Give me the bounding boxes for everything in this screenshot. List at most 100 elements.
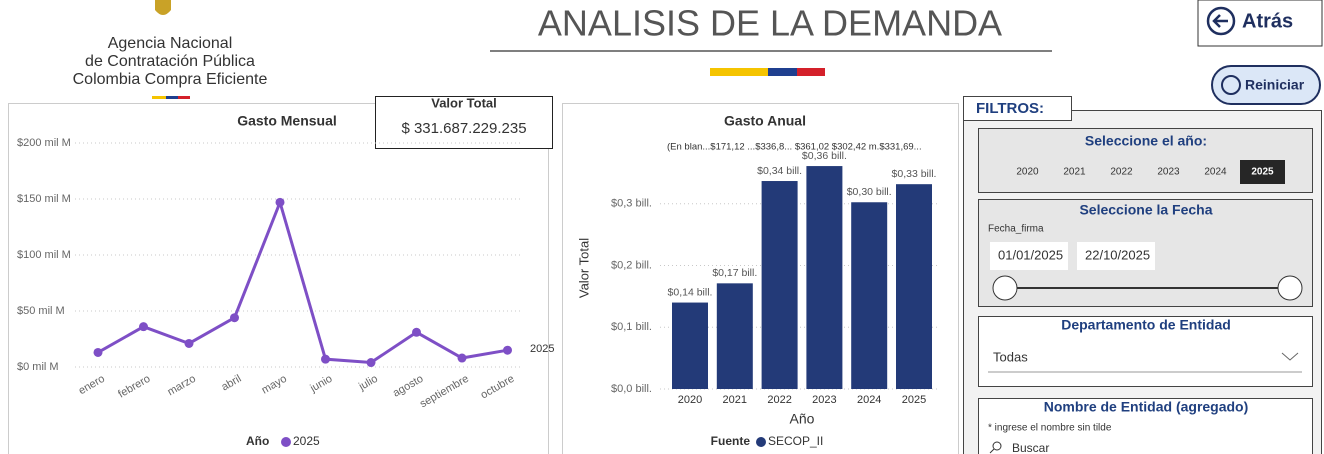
point [321,354,330,364]
year-label: 2022 [1110,167,1133,178]
back-button[interactable]: Atrás [1197,0,1323,47]
y-tick-label: $150 mil M [17,193,71,205]
icon [1206,6,1236,36]
y-tick-label: $50 mil M [17,305,65,317]
year-button[interactable] [1005,160,1050,184]
point [230,313,239,323]
chart-title: Gasto Mensual [237,113,337,129]
bar [851,202,888,389]
x-tick-label: 2021 [723,394,747,406]
filter-box [978,398,1313,454]
flag [166,96,178,99]
emblem [155,0,171,15]
year-button[interactable] [1052,160,1097,184]
year-button[interactable] [1240,160,1285,184]
flag [152,96,166,99]
icon [1212,14,1228,28]
year-label: 2021 [1063,167,1086,178]
x-tick-label: 2025 [902,394,926,406]
series-label: 2025 [530,343,554,355]
annotation: (En blan...$171,12 ...$336,8... $361,02 … [667,142,922,153]
point [275,197,285,207]
legend-label: SECOP_II [768,434,823,448]
date-value: 22/10/2025 [1085,247,1150,262]
y-tick-label: $200 mil M [17,137,71,149]
dropdown-value: Todas [993,349,1028,364]
legend-title: Fuente [711,434,751,448]
y-tick-label: $0,2 bill. [611,259,652,271]
button-frame [1211,65,1321,105]
y-tick-label: $0,0 bill. [611,383,652,395]
legend-marker [756,437,766,447]
x-tick-label: 2023 [812,394,836,406]
y-tick-label: $0,3 bill. [611,198,652,210]
value-label: $0,30 bill. [847,186,892,198]
chevron [1281,352,1299,361]
hint: * ingrese el nombre sin tilde [988,423,1112,434]
search-icon [992,441,1002,451]
year-button[interactable] [1099,160,1144,184]
x-tick-label: 2024 [857,394,881,406]
button-label: Reiniciar [1245,77,1305,93]
y-tick-label: $0 mil M [17,361,59,373]
flag [710,68,768,76]
year-label: 2020 [1016,167,1039,178]
year-label: 2024 [1204,167,1227,178]
filters-tab [963,96,1072,121]
value-label: $0,17 bill. [712,267,757,279]
x-tick-label: 2022 [767,394,791,406]
date-input[interactable] [1077,242,1155,270]
point [139,322,148,332]
bar [716,283,753,389]
value-card: Valor Total $ 331.687.229.235 [375,95,553,149]
x-tick-label: 2020 [678,394,702,406]
slider-handle[interactable] [992,275,1018,301]
org-line: Agencia Nacional [108,35,233,52]
year-button[interactable] [1146,160,1191,184]
card-value: $ 331.687.229.235 [401,120,526,137]
field-label: Fecha_firma [988,224,1044,235]
value-label: $0,33 bill. [892,168,937,180]
card-label: Valor Total [431,95,497,110]
year-label: 2025 [1251,167,1274,178]
card-frame [375,96,553,149]
bar [806,166,843,389]
reset-button[interactable]: Reiniciar [1211,65,1321,105]
search-input[interactable]: Buscar [1012,441,1049,454]
bar [896,184,932,389]
filter-title: Nombre de Entidad (agregado) [1044,399,1249,415]
legend-marker [281,437,291,447]
value-label: $0,14 bill. [668,286,713,298]
filter-title: Departamento de Entidad [1061,317,1231,333]
point [457,353,467,363]
bar [672,302,708,389]
org-line: Colombia Compra Eficiente [73,71,268,88]
point [366,358,376,368]
year-button[interactable] [1193,160,1238,184]
button-label: Atrás [1242,10,1293,32]
year-label: 2023 [1157,167,1180,178]
icon [1221,75,1241,95]
flag [797,68,825,76]
x-axis-label: Año [790,411,815,427]
filters-title: FILTROS: [976,100,1044,117]
flag [768,68,797,76]
date-value: 01/01/2025 [998,247,1063,262]
dropdown[interactable]: Todas [988,349,1302,373]
point [184,338,194,348]
search-icon [989,448,995,454]
chart-title: Gasto Anual [724,113,806,129]
org-line: de Contratación Pública [85,53,255,70]
y-tick-label: $0,1 bill. [611,321,652,333]
panel [8,103,549,454]
point [93,347,103,357]
value-label: $0,34 bill. [757,165,802,177]
slider-handle[interactable] [1277,275,1303,301]
legend-label: 2025 [293,434,320,448]
filter-box [978,316,1313,387]
bar [761,181,798,389]
y-tick-label: $100 mil M [17,249,71,261]
date-input[interactable] [990,242,1068,270]
value-label: $0,36 bill. [802,150,847,162]
